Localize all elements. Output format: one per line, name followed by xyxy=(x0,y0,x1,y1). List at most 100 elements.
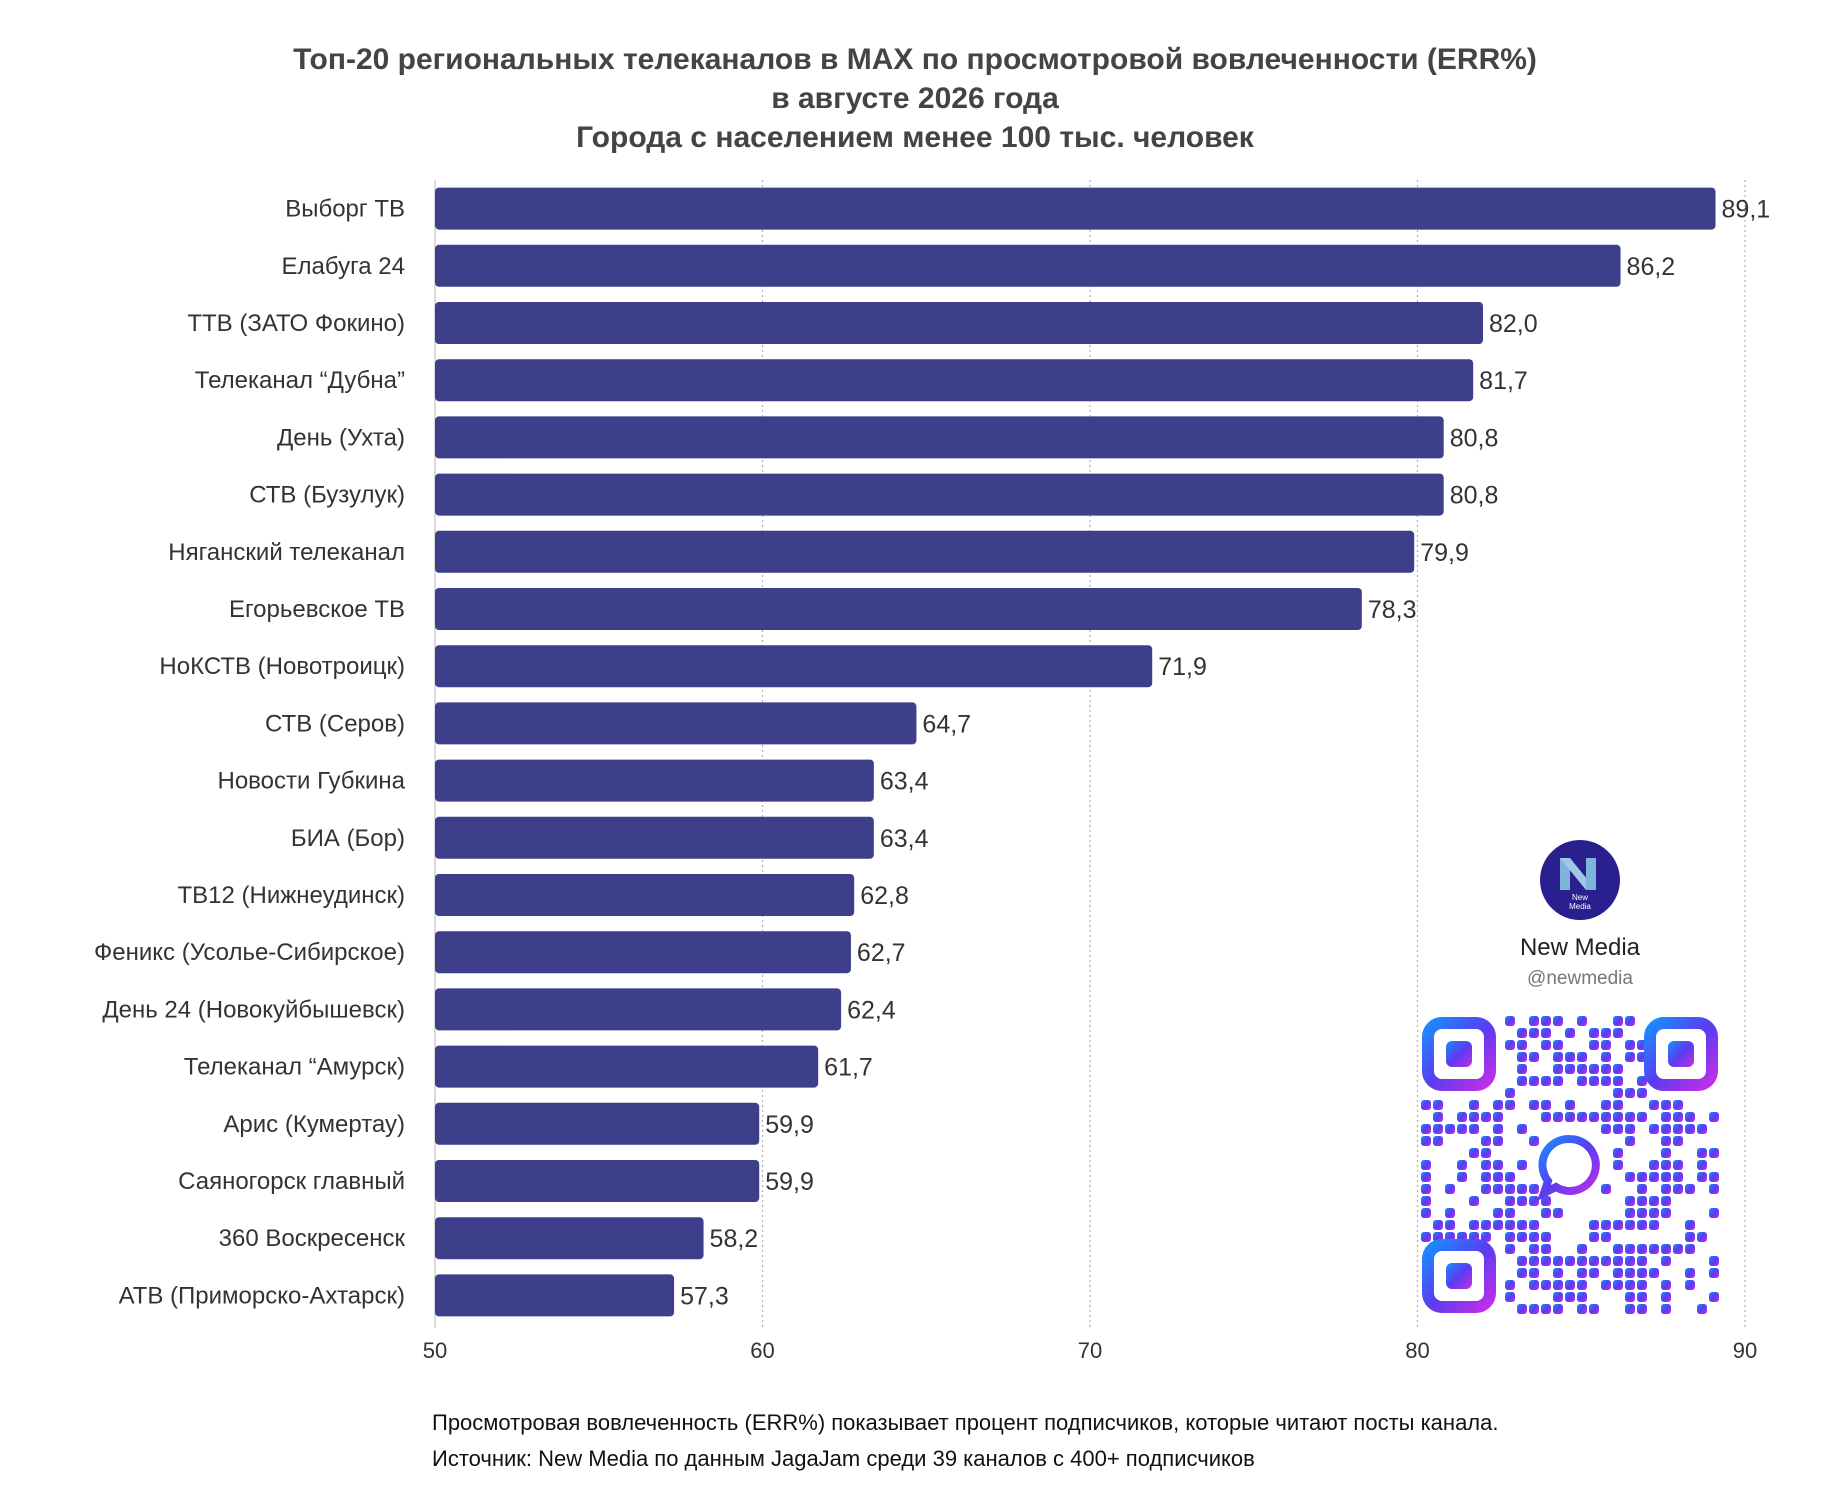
qr-module xyxy=(1685,1268,1695,1278)
qr-module xyxy=(1625,1304,1635,1314)
bar xyxy=(435,1045,819,1088)
qr-module xyxy=(1529,1028,1539,1038)
qr-module xyxy=(1529,1196,1539,1206)
qr-module xyxy=(1421,1100,1431,1110)
qr-module xyxy=(1649,1124,1659,1134)
qr-module xyxy=(1505,1088,1515,1098)
qr-module xyxy=(1601,1124,1611,1134)
qr-module xyxy=(1481,1136,1491,1146)
qr-module xyxy=(1541,1076,1551,1086)
qr-module xyxy=(1661,1184,1671,1194)
qr-module xyxy=(1661,1160,1671,1170)
qr-code-icon[interactable] xyxy=(1420,1015,1720,1315)
qr-module xyxy=(1493,1208,1503,1218)
category-label: Няганский телеканал xyxy=(168,539,405,566)
qr-module xyxy=(1601,1052,1611,1062)
qr-module xyxy=(1613,1124,1623,1134)
brand-handle: @newmedia xyxy=(1527,968,1633,989)
value-label: 80,8 xyxy=(1450,482,1499,510)
qr-module xyxy=(1541,1196,1551,1206)
qr-module xyxy=(1541,1244,1551,1254)
category-label: Телеканал “Амурск) xyxy=(184,1054,405,1081)
value-label: 57,3 xyxy=(680,1282,729,1310)
qr-module xyxy=(1637,1304,1647,1314)
category-label: ТВ12 (Нижнеудинск) xyxy=(177,882,405,909)
qr-module xyxy=(1517,1220,1527,1230)
qr-module xyxy=(1613,1028,1623,1038)
qr-module xyxy=(1517,1184,1527,1194)
qr-module xyxy=(1577,1016,1587,1026)
qr-module xyxy=(1577,1292,1587,1302)
qr-module xyxy=(1565,1052,1575,1062)
footnote: Просмотровая вовлеченность (ERR%) показы… xyxy=(432,1405,1498,1477)
qr-module xyxy=(1541,1112,1551,1122)
qr-module xyxy=(1541,1280,1551,1290)
qr-module xyxy=(1613,1244,1623,1254)
qr-module xyxy=(1613,1076,1623,1086)
qr-module xyxy=(1661,1100,1671,1110)
qr-module xyxy=(1673,1124,1683,1134)
qr-module xyxy=(1601,1232,1611,1242)
qr-module xyxy=(1697,1148,1707,1158)
qr-module xyxy=(1613,1256,1623,1266)
qr-module xyxy=(1529,1136,1539,1146)
category-label: СТВ (Бузулук) xyxy=(249,482,405,509)
qr-module xyxy=(1637,1208,1647,1218)
qr-module xyxy=(1637,1196,1647,1206)
qr-module xyxy=(1565,1112,1575,1122)
qr-module xyxy=(1529,1052,1539,1062)
value-label: 89,1 xyxy=(1722,196,1771,224)
qr-module xyxy=(1613,1148,1623,1158)
category-label: 360 Воскресенск xyxy=(219,1225,406,1252)
bar xyxy=(435,645,1153,688)
qr-module xyxy=(1565,1028,1575,1038)
qr-module xyxy=(1421,1172,1431,1182)
bar xyxy=(435,588,1362,630)
qr-module xyxy=(1517,1268,1527,1278)
qr-module xyxy=(1469,1112,1479,1122)
qr-module xyxy=(1589,1040,1599,1050)
qr-module xyxy=(1469,1220,1479,1230)
qr-module xyxy=(1577,1052,1587,1062)
qr-module xyxy=(1481,1148,1491,1158)
qr-module xyxy=(1433,1136,1443,1146)
category-label: НоКСТВ (Новотроицк) xyxy=(159,653,405,680)
qr-module xyxy=(1505,1244,1515,1254)
qr-module xyxy=(1613,1280,1623,1290)
qr-module xyxy=(1625,1280,1635,1290)
qr-module xyxy=(1421,1232,1431,1242)
qr-module xyxy=(1625,1220,1635,1230)
value-label: 79,9 xyxy=(1420,539,1469,567)
logo-text-line-2: Media xyxy=(1569,902,1591,911)
qr-module xyxy=(1481,1160,1491,1170)
bar xyxy=(435,759,874,802)
title-line-1: Топ-20 региональных телеканалов в MAX по… xyxy=(293,43,1537,76)
new-media-logo-icon: New Media xyxy=(1540,840,1620,920)
qr-module xyxy=(1589,1064,1599,1074)
qr-module xyxy=(1661,1196,1671,1206)
qr-module xyxy=(1493,1136,1503,1146)
logo-text-line-1: New xyxy=(1572,893,1588,902)
qr-module xyxy=(1625,1208,1635,1218)
qr-module xyxy=(1649,1160,1659,1170)
qr-module xyxy=(1553,1292,1563,1302)
qr-module xyxy=(1637,1244,1647,1254)
bar xyxy=(435,1102,760,1145)
qr-module xyxy=(1577,1268,1587,1278)
qr-module xyxy=(1661,1172,1671,1182)
qr-module xyxy=(1565,1064,1575,1074)
qr-module xyxy=(1541,1256,1551,1266)
qr-module xyxy=(1625,1088,1635,1098)
qr-module xyxy=(1493,1124,1503,1134)
qr-module xyxy=(1493,1220,1503,1230)
qr-module xyxy=(1637,1172,1647,1182)
category-label: СТВ (Серов) xyxy=(265,710,405,737)
category-label: День 24 (Новокуйбышевск) xyxy=(102,996,405,1023)
qr-module xyxy=(1601,1184,1611,1194)
value-label: 78,3 xyxy=(1368,596,1417,624)
qr-module xyxy=(1613,1100,1623,1110)
qr-module xyxy=(1625,1292,1635,1302)
qr-module xyxy=(1625,1172,1635,1182)
qr-module xyxy=(1661,1292,1671,1302)
qr-module xyxy=(1601,1280,1611,1290)
